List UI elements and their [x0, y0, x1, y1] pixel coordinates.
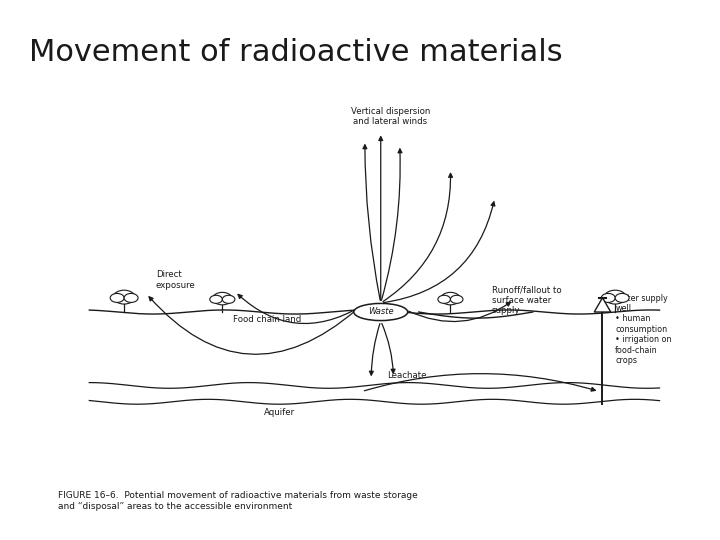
Circle shape: [441, 292, 460, 305]
Text: Direct
exposure: Direct exposure: [156, 270, 196, 289]
Circle shape: [604, 290, 626, 304]
Text: Water supply
well
• human
consumption
• irrigation on
food-chain
crops: Water supply well • human consumption • …: [615, 294, 672, 365]
Text: Leachate: Leachate: [387, 371, 426, 380]
Text: FIGURE 16–6.  Potential movement of radioactive materials from waste storage
and: FIGURE 16–6. Potential movement of radio…: [58, 491, 418, 511]
Text: Runoff/fallout to
surface water
supply: Runoff/fallout to surface water supply: [492, 286, 562, 315]
Circle shape: [222, 295, 235, 303]
Text: Movement of radioactive materials: Movement of radioactive materials: [29, 38, 562, 67]
Text: Aquifer: Aquifer: [264, 408, 295, 417]
Circle shape: [113, 290, 135, 304]
Text: Waste: Waste: [368, 307, 394, 316]
Ellipse shape: [354, 303, 408, 321]
Circle shape: [110, 293, 124, 302]
Circle shape: [212, 292, 232, 305]
Text: Food chain land: Food chain land: [233, 315, 301, 324]
Circle shape: [615, 293, 629, 302]
Circle shape: [601, 293, 615, 302]
Text: Vertical dispersion
and lateral winds: Vertical dispersion and lateral winds: [351, 107, 430, 126]
Circle shape: [210, 295, 222, 303]
Polygon shape: [594, 298, 611, 312]
Circle shape: [451, 295, 463, 303]
Circle shape: [438, 295, 451, 303]
Circle shape: [124, 293, 138, 302]
